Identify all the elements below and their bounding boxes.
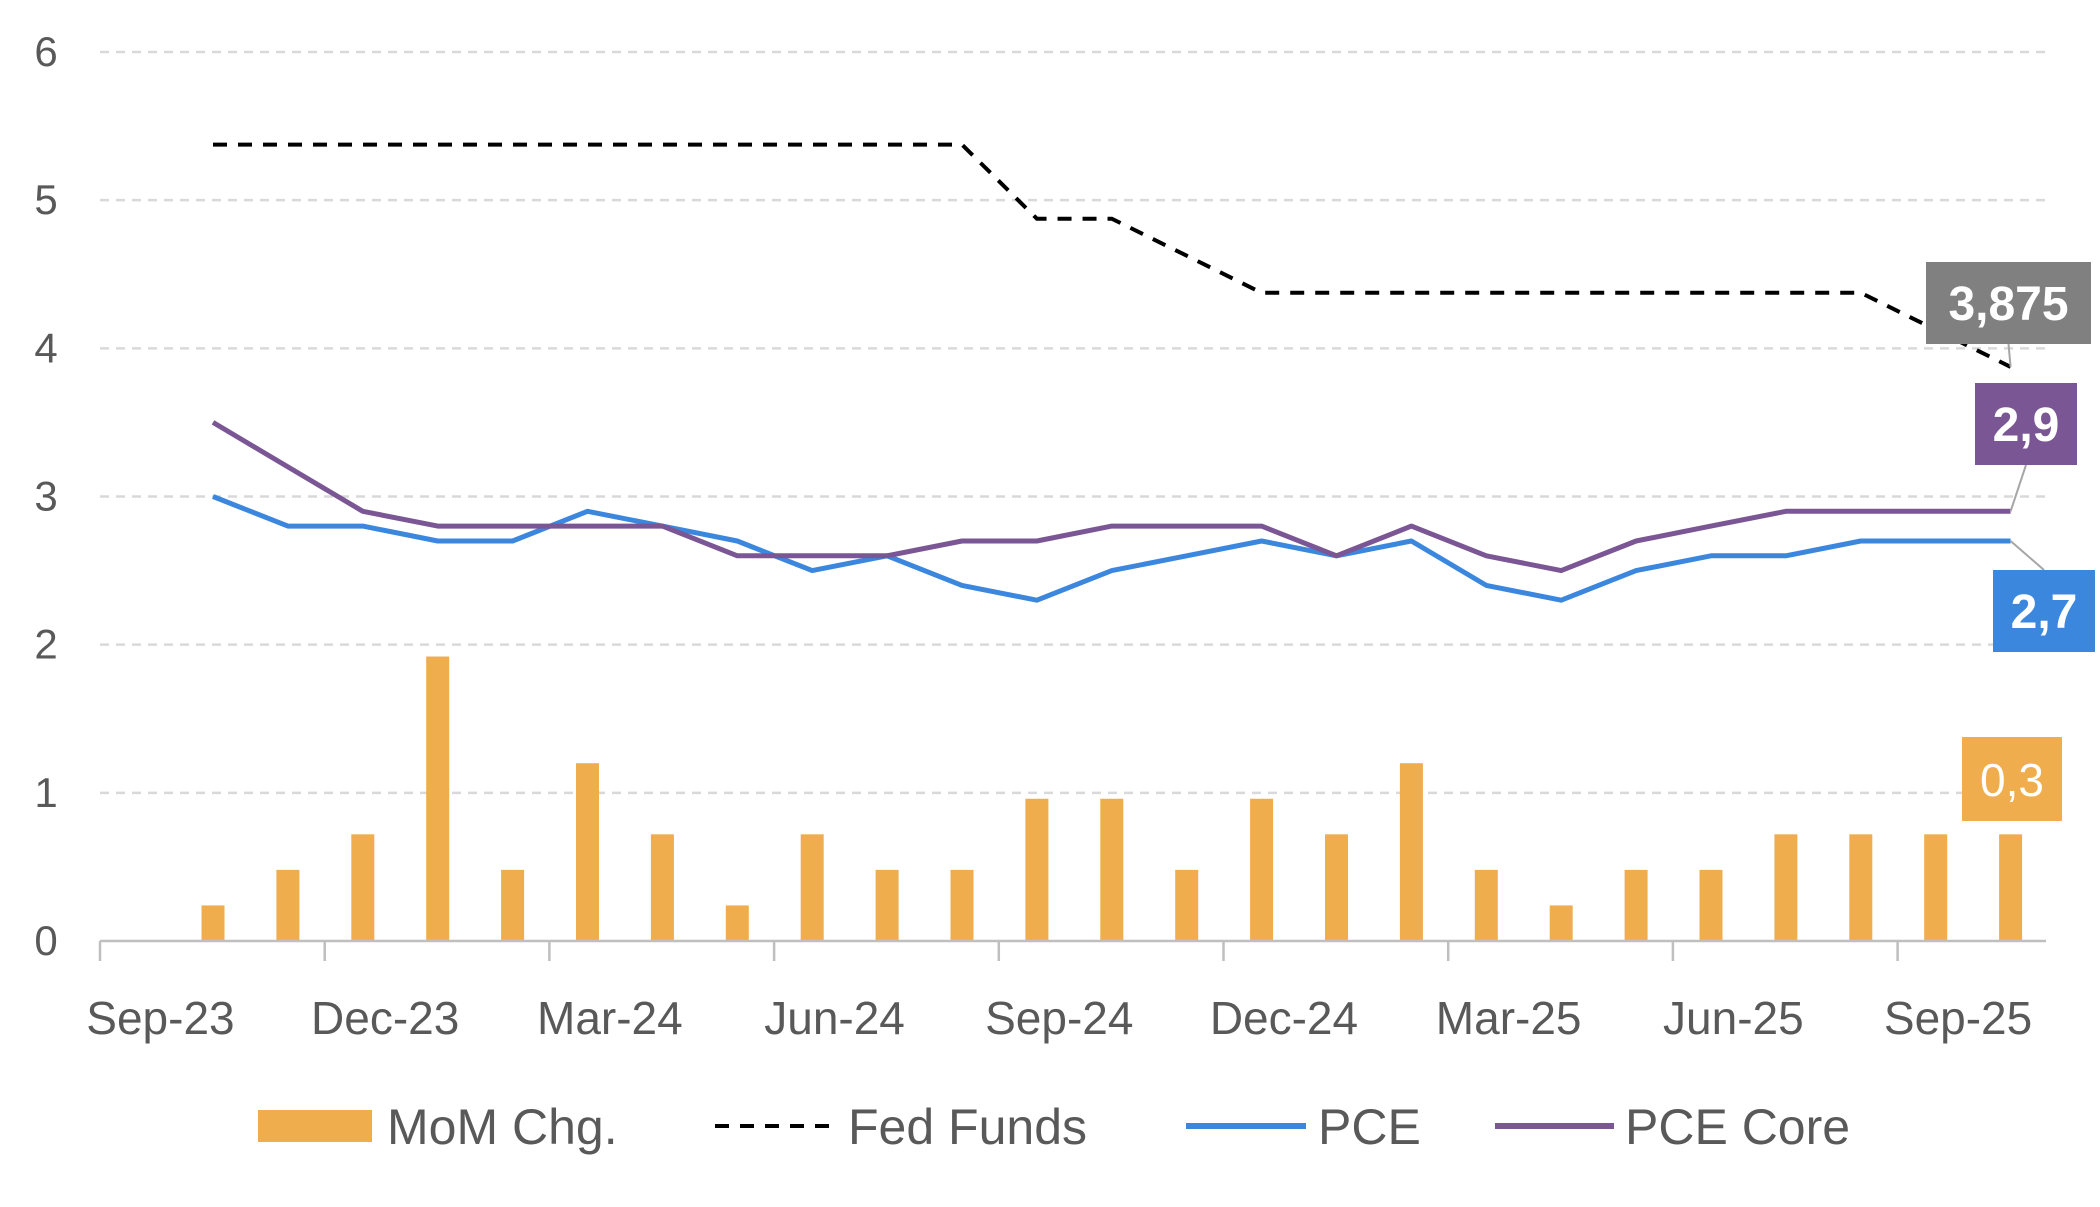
x-axis [98, 939, 2046, 961]
mom-bar [351, 834, 375, 941]
x-tick-label: Sep-25 [1884, 992, 2032, 1044]
mom-bar [1999, 834, 2023, 941]
fed-funds-callout-label: 3,875 [1948, 278, 2068, 331]
mom-bar [1549, 905, 1573, 941]
y-tick-label-4: 4 [34, 324, 57, 371]
mom-bar [1924, 834, 1948, 941]
mom-bar [800, 834, 824, 941]
legend-label-fed-funds: Fed Funds [848, 1099, 1087, 1155]
legend-label-pce: PCE [1318, 1099, 1421, 1155]
fed-funds-callout-leader [2007, 343, 2012, 367]
x-tick-label: Sep-24 [985, 992, 1133, 1044]
mom-bar [1325, 834, 1348, 941]
mom-bar [1699, 869, 1723, 941]
y-tick-label-3: 3 [34, 473, 57, 520]
pce-callout-label: 2,7 [2011, 586, 2078, 639]
legend-label-pce-core: PCE Core [1625, 1099, 1850, 1155]
x-tick-label: Dec-23 [311, 992, 459, 1044]
x-tick-label: Mar-25 [1436, 992, 1582, 1044]
mom-bar [1100, 798, 1124, 941]
legend: MoM Chg. Fed Funds PCE PCE Core [258, 1099, 1850, 1155]
mom-bar [201, 905, 225, 941]
y-axis-ticks: 0 1 2 3 4 5 6 [34, 28, 57, 964]
pce-core-callout-leader [2009, 464, 2027, 512]
mom-bar [1624, 869, 1648, 941]
y-tick-label-5: 5 [34, 176, 57, 223]
mom-bar [426, 656, 450, 941]
pce-core-line [211, 420, 2011, 574]
mom-bar [950, 869, 974, 941]
series-lines [211, 142, 2012, 603]
y-tick-label-6: 6 [34, 28, 57, 75]
x-tick-label: Dec-24 [1210, 992, 1358, 1044]
pce-line [212, 494, 2011, 603]
legend-swatch-mom [258, 1110, 372, 1142]
pce-callout-box [1993, 570, 2095, 652]
fed-funds-callout-box [1926, 262, 2091, 344]
x-tick-label: Sep-23 [86, 992, 234, 1044]
pce-core-callout-box [1975, 383, 2077, 465]
mom-bar [875, 869, 899, 941]
mom-callout-box [1962, 737, 2062, 821]
mom-bar [501, 869, 525, 941]
mom-bar [1175, 869, 1199, 941]
x-tick-label: Mar-24 [537, 992, 683, 1044]
mom-bar [650, 834, 674, 941]
fed-funds-line [213, 142, 2012, 369]
mom-bar [276, 869, 300, 941]
mom-callout-label: 0,3 [1980, 754, 2044, 806]
mom-bar [1399, 763, 1423, 941]
pce-core-callout-label: 2,9 [1993, 399, 2060, 452]
mom-bars [201, 656, 2023, 941]
x-tick-label: Jun-25 [1663, 992, 1804, 1044]
y-tick-label-0: 0 [34, 917, 57, 964]
mom-bar [1774, 834, 1798, 941]
pce-callout-leader [2009, 540, 2045, 571]
mom-bar [1250, 798, 1274, 941]
mom-bar [1474, 869, 1498, 941]
mom-bar [1849, 834, 1873, 941]
mom-bar [1025, 798, 1049, 941]
value-callouts: 3,875 2,9 2,7 0,3 [1926, 262, 2095, 821]
mom-bar [725, 905, 749, 941]
mom-bar [576, 763, 599, 941]
legend-label-mom: MoM Chg. [387, 1099, 618, 1155]
x-axis-ticks: Sep-23 Dec-23 Mar-24 Jun-24 Sep-24 Dec-24 Mar-… [86, 992, 2032, 1044]
y-tick-label-1: 1 [34, 769, 57, 816]
gridlines [100, 50, 2046, 795]
y-tick-label-2: 2 [34, 621, 57, 668]
x-tick-label: Jun-24 [764, 992, 905, 1044]
